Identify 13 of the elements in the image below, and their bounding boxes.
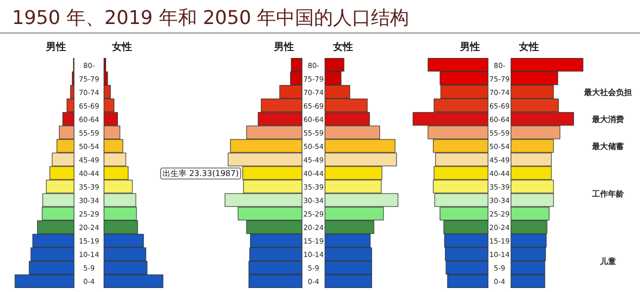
series-label: 男性: [273, 41, 294, 53]
series-label: 女性: [111, 41, 132, 53]
series-label: 男性: [45, 41, 66, 53]
series-label: 女性: [332, 41, 353, 53]
series-label: 男性: [459, 41, 480, 53]
annotation: 出生率 23.33(1987): [162, 169, 239, 178]
series-label: 女性: [518, 41, 539, 53]
text: 儿童: [599, 256, 616, 266]
text: 工作年龄: [591, 189, 625, 198]
text: 最大储蓄: [591, 142, 624, 151]
text: 最大社会负担: [583, 88, 632, 97]
text: 1950 年、2019 年和 2050 年中国的人口结构: [12, 7, 410, 29]
text: 最大消费: [591, 114, 624, 124]
